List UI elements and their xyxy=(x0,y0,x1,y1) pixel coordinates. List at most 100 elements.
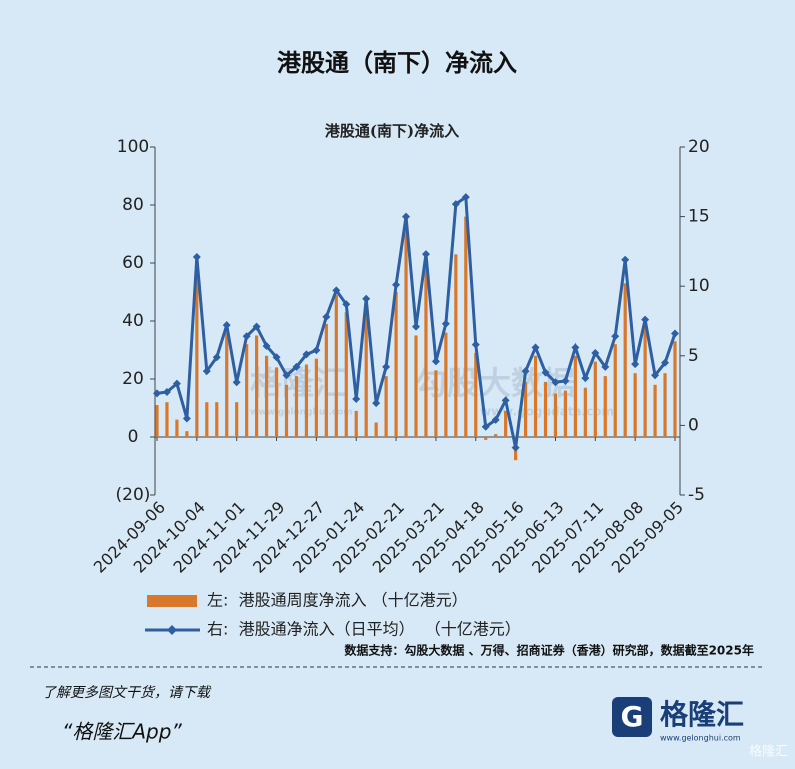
bar xyxy=(364,306,368,437)
bar xyxy=(533,355,538,437)
bar xyxy=(384,376,388,437)
y-tick-label: 20 xyxy=(122,369,144,389)
line-marker xyxy=(441,319,450,328)
line-marker xyxy=(292,362,301,371)
bar xyxy=(284,384,289,437)
bar xyxy=(334,294,338,437)
line-marker xyxy=(421,250,430,259)
logo-text: 格隆汇 xyxy=(660,698,744,731)
line-marker xyxy=(202,367,211,376)
bar xyxy=(185,431,189,437)
line-marker xyxy=(621,255,630,264)
line-marker xyxy=(232,378,241,387)
logo-icon xyxy=(612,697,652,737)
bar xyxy=(354,410,358,437)
line-marker xyxy=(431,357,440,366)
line-marker xyxy=(591,349,600,358)
bar xyxy=(603,376,607,437)
bar xyxy=(255,335,259,437)
line-marker xyxy=(481,422,490,431)
bar xyxy=(165,402,169,437)
line-marker xyxy=(651,371,660,380)
bar xyxy=(225,332,229,437)
line-marker xyxy=(511,443,520,452)
bar xyxy=(613,344,617,437)
bar xyxy=(424,260,428,437)
bar xyxy=(673,341,677,437)
bar xyxy=(414,335,418,437)
line-marker xyxy=(392,280,401,289)
y2-tick-label: -5 xyxy=(688,485,705,505)
bar xyxy=(205,402,209,437)
line-marker xyxy=(471,340,480,349)
legend-swatch xyxy=(147,595,197,607)
bar xyxy=(543,381,548,437)
line-marker xyxy=(382,362,391,371)
bar xyxy=(484,437,488,440)
bar xyxy=(274,367,279,437)
line-marker xyxy=(661,358,670,367)
bar xyxy=(653,384,657,437)
bar xyxy=(404,222,408,437)
line-marker xyxy=(402,212,411,221)
y-tick-label: 80 xyxy=(122,195,144,215)
y2-tick-label: 10 xyxy=(688,276,710,296)
corner-mark: 格隆汇 xyxy=(749,744,788,760)
line-marker xyxy=(551,378,560,387)
bar xyxy=(623,283,627,437)
line-marker xyxy=(352,394,361,403)
logo-url: www.gelonghui.com xyxy=(660,734,741,743)
line-marker xyxy=(601,362,610,371)
line-marker xyxy=(153,389,161,398)
line-marker xyxy=(521,367,530,376)
line-marker xyxy=(611,332,620,341)
line-marker xyxy=(412,322,420,331)
bar xyxy=(573,355,577,437)
logo-icon-glyph: G xyxy=(621,700,644,733)
bar xyxy=(374,422,378,437)
legend-marker xyxy=(167,625,177,635)
line-marker xyxy=(501,396,510,405)
bar xyxy=(523,381,528,437)
line-marker xyxy=(192,252,201,261)
y2-tick-label: 20 xyxy=(688,137,710,157)
page-title: 港股通（南下）净流入 xyxy=(277,49,517,77)
line-marker xyxy=(242,332,251,341)
bar xyxy=(454,254,458,437)
line-marker xyxy=(252,322,261,331)
line-marker xyxy=(631,360,640,369)
footer-prompt: 了解更多图文干货，请下载 xyxy=(42,685,212,701)
bar xyxy=(593,361,597,437)
line-marker xyxy=(581,374,590,383)
line-marker xyxy=(332,286,341,295)
line-marker xyxy=(212,353,221,362)
bar xyxy=(245,344,249,437)
line-marker xyxy=(262,342,271,351)
line-marker xyxy=(531,343,540,352)
y2-tick-label: 15 xyxy=(688,207,710,227)
line-marker xyxy=(222,321,231,330)
bar xyxy=(464,216,468,437)
bar xyxy=(195,257,199,437)
line-marker xyxy=(162,387,171,396)
line-marker xyxy=(282,371,291,380)
line-marker xyxy=(322,312,331,321)
line-marker xyxy=(182,414,191,423)
line-marker xyxy=(372,399,381,408)
bar xyxy=(215,402,219,437)
bar xyxy=(314,358,318,437)
source: 数据支持：勾股大数据 、万得、招商证券（香港）研究部，数据截至2025年 xyxy=(344,643,754,658)
bar xyxy=(344,312,348,437)
watermark: 格隆汇 勾股大数据 www.gelonghui.com www.gogudata… xyxy=(250,364,614,419)
bar xyxy=(444,332,448,437)
y-tick-label: 100 xyxy=(117,137,149,157)
line-marker xyxy=(362,294,371,303)
line-marker xyxy=(641,315,650,324)
y-tick-label: 60 xyxy=(122,253,144,273)
line-marker xyxy=(172,379,181,388)
bar xyxy=(504,410,508,437)
footer-app: “格隆汇App” xyxy=(62,720,182,744)
bar xyxy=(264,355,269,437)
chart-title: 港股通(南下)净流入 xyxy=(325,122,459,140)
